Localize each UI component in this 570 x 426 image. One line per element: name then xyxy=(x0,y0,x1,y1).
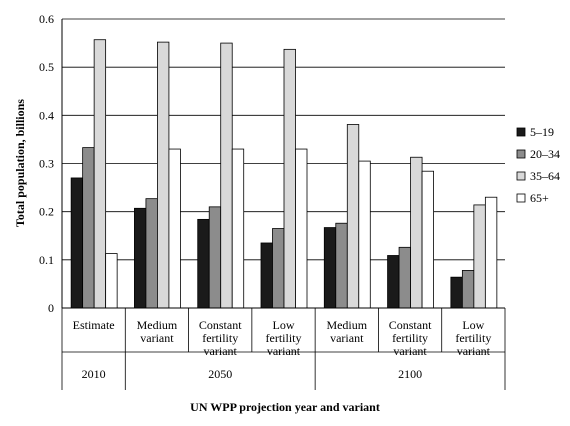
bar xyxy=(461,270,475,309)
legend-label: 35–64 xyxy=(530,169,560,183)
x-category-labels: Estimate MediumvariantConstantfertilityva… xyxy=(61,308,506,390)
x-group-label: 2010 xyxy=(82,367,106,381)
bar xyxy=(105,253,118,309)
bar xyxy=(295,148,308,309)
x-group-label: 2100 xyxy=(398,367,422,381)
bar xyxy=(387,255,400,309)
y-tick-label: 0 xyxy=(48,301,54,315)
x-axis-title: UN WPP projection year and variant xyxy=(190,400,380,414)
legend-swatch xyxy=(516,149,526,159)
bar xyxy=(421,170,434,309)
legend-swatch xyxy=(516,171,526,181)
legend-swatch xyxy=(516,127,526,137)
x-category-label: Low xyxy=(462,318,484,332)
bar xyxy=(450,276,463,309)
y-tick-label: 0.6 xyxy=(39,12,54,26)
bar xyxy=(82,147,95,309)
y-tick-label: 0.1 xyxy=(39,253,54,267)
bar xyxy=(70,177,84,309)
legend: 5–19 20–34 35–64 65+ xyxy=(516,125,560,205)
x-category-label: fertility xyxy=(202,331,238,345)
x-category-label: Constant xyxy=(199,318,242,332)
bar xyxy=(283,48,296,309)
y-tick-label: 0.3 xyxy=(39,157,54,171)
y-tick-label: 0.2 xyxy=(39,205,54,219)
axes xyxy=(61,19,505,309)
bar xyxy=(358,160,371,309)
y-tick-label: 0.4 xyxy=(39,108,54,122)
legend-swatch xyxy=(516,193,526,203)
y-tick-labels: 0 0.1 0.2 0.3 0.4 0.5 0.6 xyxy=(39,12,54,315)
bar xyxy=(272,228,285,309)
bar xyxy=(260,242,273,309)
bar xyxy=(410,156,423,309)
x-category-label: Estimate xyxy=(73,318,115,332)
x-group-label: 2050 xyxy=(208,367,232,381)
bar xyxy=(220,42,233,309)
bar xyxy=(231,148,245,309)
y-tick-label: 0.5 xyxy=(39,60,54,74)
bar xyxy=(484,196,498,309)
legend-label: 5–19 xyxy=(530,125,554,139)
legend-label: 20–34 xyxy=(530,147,560,161)
x-category-label: Constant xyxy=(389,318,432,332)
bars xyxy=(70,39,498,309)
bar xyxy=(168,148,181,309)
x-category-label: Medium xyxy=(137,318,178,332)
bar xyxy=(346,124,360,309)
x-category-label: variant xyxy=(204,344,238,358)
bar xyxy=(157,41,170,309)
bar xyxy=(145,198,158,309)
bar xyxy=(323,227,337,309)
legend-label: 65+ xyxy=(530,191,549,205)
x-category-label: fertility xyxy=(266,331,302,345)
x-category-label: fertility xyxy=(392,331,428,345)
x-category-label: Low xyxy=(273,318,295,332)
bar xyxy=(335,222,348,309)
x-category-label: fertility xyxy=(455,331,491,345)
x-category-label: variant xyxy=(457,344,491,358)
bar xyxy=(398,246,411,309)
x-category-label: Medium xyxy=(326,318,367,332)
x-category-label: variant xyxy=(140,331,174,345)
bar xyxy=(134,207,147,309)
bar xyxy=(93,39,107,309)
x-category-label: variant xyxy=(393,344,427,358)
x-category-label: variant xyxy=(267,344,301,358)
bar xyxy=(473,204,486,309)
gridlines xyxy=(62,18,505,261)
bar xyxy=(197,218,210,309)
x-category-label: variant xyxy=(330,331,364,345)
bar xyxy=(208,206,222,309)
y-axis-title: Total population, billions xyxy=(13,99,27,227)
